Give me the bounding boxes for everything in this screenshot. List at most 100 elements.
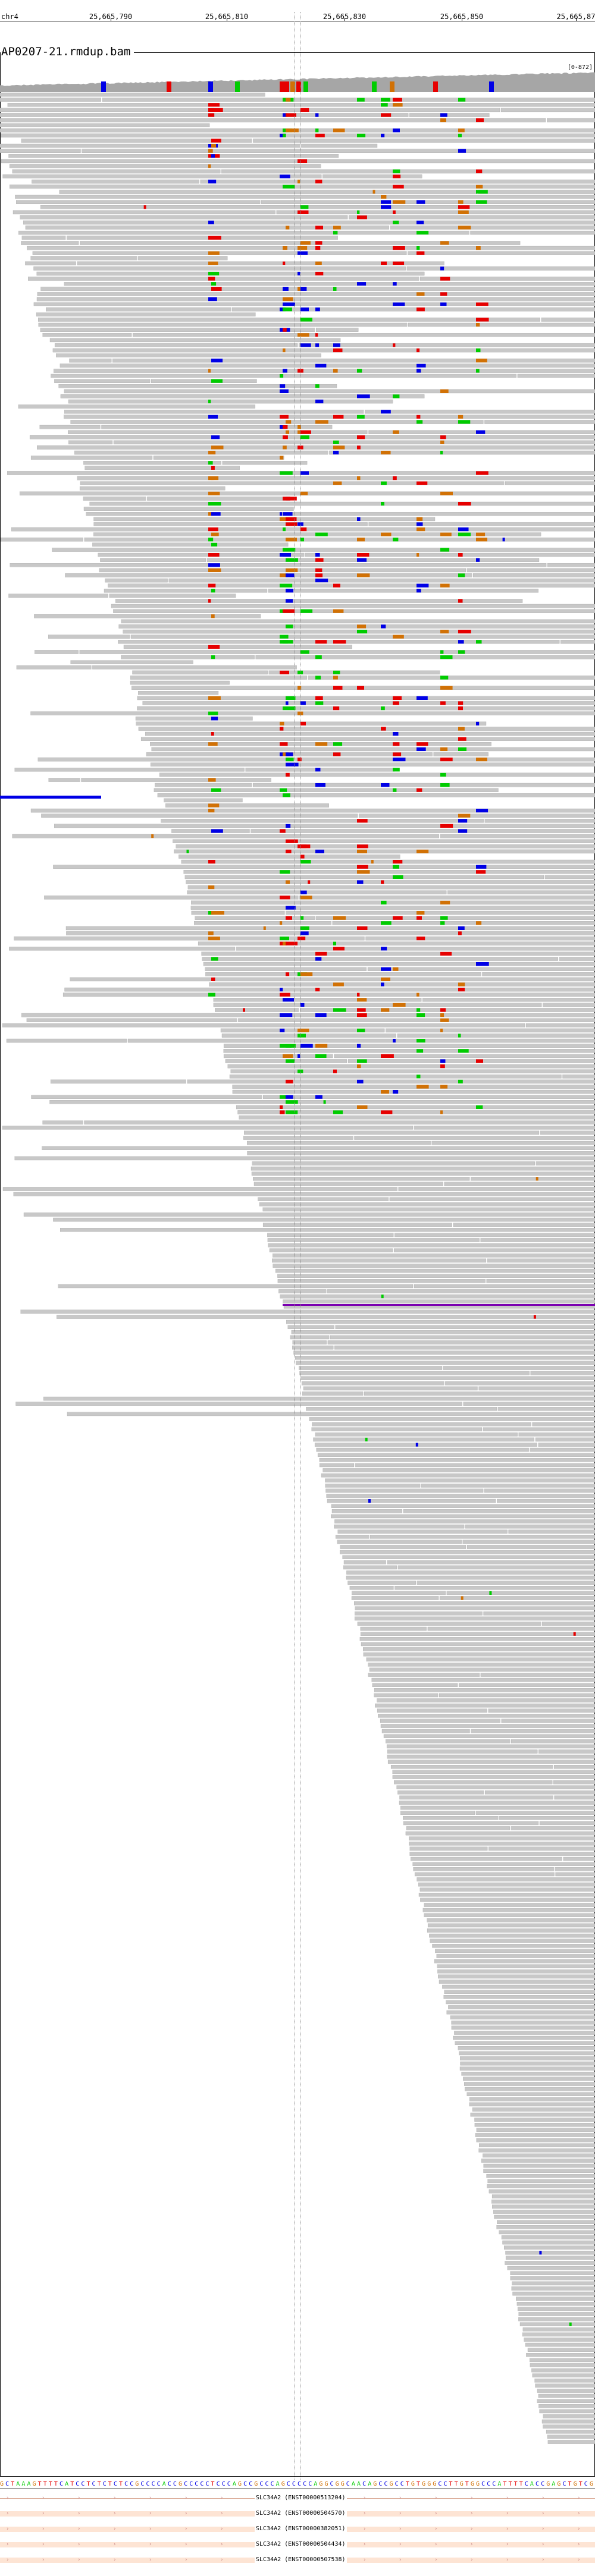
read[interactable] — [439, 1693, 595, 1698]
read[interactable] — [527, 2348, 595, 2352]
read[interactable] — [366, 1657, 595, 1661]
read[interactable] — [79, 486, 226, 491]
read[interactable] — [365, 936, 595, 941]
read[interactable] — [40, 328, 315, 332]
read[interactable] — [315, 1432, 518, 1437]
read[interactable] — [470, 2112, 595, 2117]
read[interactable] — [113, 440, 595, 445]
read[interactable] — [473, 573, 595, 577]
read[interactable] — [397, 1033, 595, 1038]
read[interactable] — [269, 1248, 393, 1252]
read[interactable] — [111, 604, 595, 608]
read[interactable] — [213, 1003, 542, 1007]
read[interactable] — [547, 118, 595, 122]
read[interactable] — [446, 2000, 595, 2005]
read[interactable] — [20, 215, 348, 219]
read[interactable] — [368, 522, 595, 526]
read[interactable] — [488, 1846, 595, 1851]
read[interactable] — [1, 133, 595, 138]
read[interactable] — [361, 1642, 595, 1647]
read[interactable] — [327, 1499, 496, 1503]
read[interactable] — [487, 2179, 595, 2184]
read[interactable] — [530, 2363, 595, 2367]
read[interactable] — [27, 246, 595, 250]
read[interactable] — [396, 1785, 595, 1789]
read[interactable] — [84, 1120, 595, 1124]
read[interactable] — [92, 542, 289, 547]
read[interactable] — [543, 1003, 595, 1007]
read[interactable] — [343, 1565, 397, 1570]
read[interactable] — [398, 1187, 595, 1191]
read[interactable] — [268, 1243, 595, 1248]
read[interactable] — [41, 813, 358, 818]
read[interactable] — [484, 819, 595, 823]
read[interactable] — [2, 1126, 413, 1130]
read[interactable] — [393, 1248, 595, 1252]
read[interactable] — [464, 2082, 595, 2086]
read[interactable] — [36, 271, 425, 276]
read[interactable] — [375, 1703, 595, 1708]
read[interactable] — [56, 353, 321, 357]
read[interactable] — [518, 2317, 595, 2321]
read[interactable] — [474, 2123, 595, 2127]
read[interactable] — [315, 916, 595, 920]
read[interactable] — [463, 2076, 595, 2081]
read[interactable] — [455, 2041, 595, 2045]
read[interactable] — [525, 2342, 595, 2347]
read[interactable] — [48, 634, 130, 639]
read[interactable] — [516, 2297, 595, 2301]
read[interactable] — [531, 2368, 595, 2373]
read[interactable] — [387, 1560, 595, 1565]
read[interactable] — [474, 2118, 595, 2122]
read[interactable] — [478, 1386, 595, 1391]
read[interactable] — [360, 1632, 595, 1636]
read[interactable] — [221, 169, 595, 174]
read[interactable] — [377, 1708, 487, 1713]
read[interactable] — [400, 1811, 475, 1815]
read[interactable] — [517, 373, 595, 378]
read[interactable] — [273, 1264, 595, 1268]
read[interactable] — [483, 2153, 595, 2158]
read[interactable] — [176, 844, 595, 849]
read[interactable] — [507, 2266, 595, 2270]
read[interactable] — [101, 425, 333, 429]
read[interactable] — [0, 108, 500, 112]
read[interactable] — [488, 1708, 595, 1713]
read[interactable] — [512, 2291, 595, 2296]
read[interactable] — [0, 118, 546, 122]
read[interactable] — [20, 1309, 595, 1314]
read[interactable] — [530, 2358, 595, 2363]
read[interactable] — [331, 1504, 595, 1508]
read[interactable] — [466, 1545, 595, 1549]
read[interactable] — [16, 665, 92, 670]
read[interactable] — [100, 558, 206, 562]
read[interactable] — [10, 184, 595, 189]
read[interactable] — [387, 1754, 595, 1759]
read[interactable] — [54, 824, 595, 828]
read[interactable] — [502, 2240, 595, 2245]
read[interactable] — [392, 1775, 595, 1779]
read[interactable] — [538, 2393, 595, 2398]
read[interactable] — [459, 2066, 595, 2071]
read[interactable] — [267, 1238, 480, 1242]
read[interactable] — [231, 307, 595, 312]
read[interactable] — [374, 1688, 595, 1692]
read[interactable] — [16, 200, 261, 204]
read[interactable] — [9, 947, 235, 951]
read[interactable] — [530, 1371, 595, 1375]
read[interactable] — [434, 1959, 595, 1964]
read[interactable] — [52, 348, 595, 353]
read[interactable] — [112, 359, 595, 363]
read[interactable] — [34, 614, 261, 618]
read[interactable] — [15, 194, 595, 199]
read[interactable] — [500, 108, 595, 112]
read[interactable] — [68, 430, 368, 434]
read[interactable] — [478, 2148, 595, 2153]
read[interactable] — [422, 1908, 595, 1912]
read[interactable] — [347, 1581, 416, 1585]
read[interactable] — [499, 1816, 595, 1820]
read[interactable] — [69, 359, 112, 363]
read[interactable] — [346, 1575, 595, 1580]
read[interactable] — [191, 910, 285, 915]
read[interactable] — [287, 1325, 334, 1329]
